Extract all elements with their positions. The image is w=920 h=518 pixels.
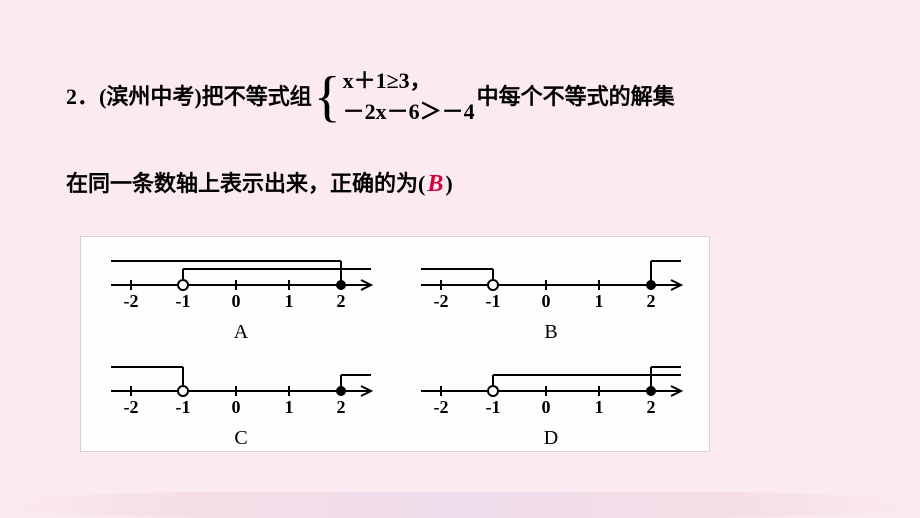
system-row-2: －2x－6＞－4	[343, 97, 475, 128]
left-brace: {	[314, 72, 341, 122]
system-row-1: x＋1≥3，	[343, 66, 475, 97]
option-c-panel: -2-1012C	[91, 349, 391, 449]
source-close: )	[194, 86, 201, 108]
options-diagram: -2-1012A -2-1012B -2-1012C -2-1012D	[80, 236, 710, 452]
svg-text:0: 0	[232, 397, 241, 417]
stem-a: 把不等式组	[202, 86, 312, 108]
question-line-1: 2 ． ( 滨州中考 ) 把不等式组 { x＋1≥3， －2x－6＞－4 中每个…	[66, 66, 856, 128]
source-text: 滨州中考	[106, 86, 194, 108]
svg-text:1: 1	[285, 397, 294, 417]
stem-b: 中每个不等式的解集	[477, 86, 675, 108]
svg-text:0: 0	[232, 291, 241, 311]
svg-text:1: 1	[285, 291, 294, 311]
svg-text:0: 0	[542, 397, 551, 417]
question-block: 2 ． ( 滨州中考 ) 把不等式组 { x＋1≥3， －2x－6＞－4 中每个…	[66, 66, 856, 198]
svg-text:-2: -2	[434, 291, 449, 311]
close-paren: )	[445, 171, 452, 197]
svg-text:-2: -2	[124, 397, 139, 417]
option-a-panel: -2-1012A	[91, 243, 391, 343]
footer-gradient	[0, 492, 920, 518]
svg-text:0: 0	[542, 291, 551, 311]
svg-text:-1: -1	[486, 291, 501, 311]
svg-text:2: 2	[647, 397, 656, 417]
svg-text:-2: -2	[434, 397, 449, 417]
svg-text:2: 2	[647, 291, 656, 311]
question-line-2: 在同一条数轴上表示出来，正确的为( B )	[66, 166, 856, 198]
svg-text:2: 2	[337, 397, 346, 417]
svg-text:2: 2	[337, 291, 346, 311]
svg-text:1: 1	[595, 291, 604, 311]
svg-text:-2: -2	[124, 291, 139, 311]
stem-c: 在同一条数轴上表示出来，正确的为(	[66, 166, 425, 198]
svg-text:-1: -1	[486, 397, 501, 417]
dot: ．	[77, 86, 99, 108]
svg-text:1: 1	[595, 397, 604, 417]
option-b-panel: -2-1012B	[401, 243, 701, 343]
svg-text:-1: -1	[176, 291, 191, 311]
question-number: 2	[66, 86, 77, 108]
source-open: (	[99, 86, 106, 108]
inequality-system: { x＋1≥3， －2x－6＞－4	[314, 66, 475, 128]
svg-text:-1: -1	[176, 397, 191, 417]
option-d-panel: -2-1012D	[401, 349, 701, 449]
answer-letter: B	[425, 171, 445, 198]
